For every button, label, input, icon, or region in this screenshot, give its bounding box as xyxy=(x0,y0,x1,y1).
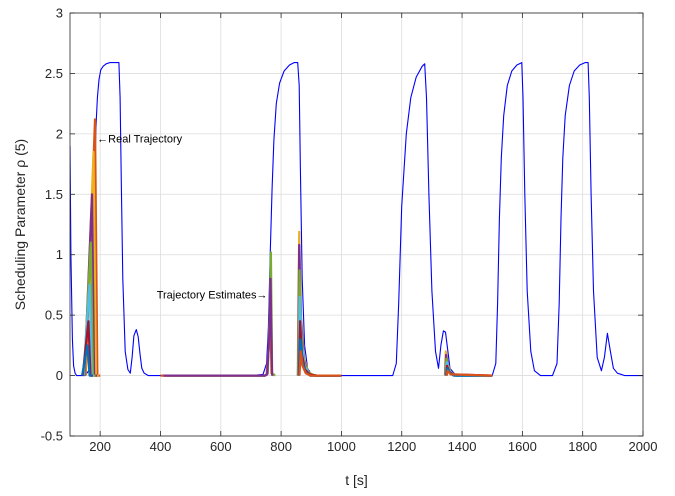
annotation-label: ←Real Trajectory xyxy=(97,134,182,146)
trajectory-estimate-line xyxy=(81,344,92,377)
trajectory-estimate-line xyxy=(298,350,342,377)
x-tick-label: 1200 xyxy=(387,439,416,454)
axes-box xyxy=(69,12,644,437)
y-tick-label: 2.5 xyxy=(45,66,63,81)
y-tick-label: 0.5 xyxy=(45,308,63,323)
y-axis-label: Scheduling Parameter ρ (5) xyxy=(12,139,28,310)
x-tick-label: 1800 xyxy=(568,439,597,454)
y-tick-label: 1 xyxy=(56,247,63,262)
y-tick-label: 1.5 xyxy=(45,187,63,202)
trajectory-estimate-line xyxy=(163,277,274,377)
y-tick-label: 2 xyxy=(56,126,63,141)
annotation-label: Trajectory Estimates→ xyxy=(157,290,268,302)
x-tick-label: 2000 xyxy=(629,439,658,454)
x-tick-label: 800 xyxy=(270,439,292,454)
x-tick-label: 1000 xyxy=(327,439,356,454)
real-trajectory-line xyxy=(70,62,643,377)
x-tick-label: 1400 xyxy=(448,439,477,454)
y-tick-label: 0 xyxy=(56,368,63,383)
y-tick-label: -0.5 xyxy=(41,429,63,444)
ticks: 200 400 600 800 1000 1200 1400 1600 1800 2000 -0.5… xyxy=(41,6,658,455)
x-tick-label: 1600 xyxy=(508,439,537,454)
plot-area xyxy=(70,62,643,377)
x-tick-label: 400 xyxy=(150,439,172,454)
x-tick-label: 200 xyxy=(89,439,111,454)
x-axis-label: t [s] xyxy=(345,472,368,488)
annotations: ←Real Trajectory Trajectory Estimates→ xyxy=(97,134,267,302)
trajectory-estimate-line xyxy=(445,369,493,377)
series-layer xyxy=(70,62,643,377)
y-tick-label: 3 xyxy=(56,6,63,21)
x-tick-label: 600 xyxy=(210,439,232,454)
